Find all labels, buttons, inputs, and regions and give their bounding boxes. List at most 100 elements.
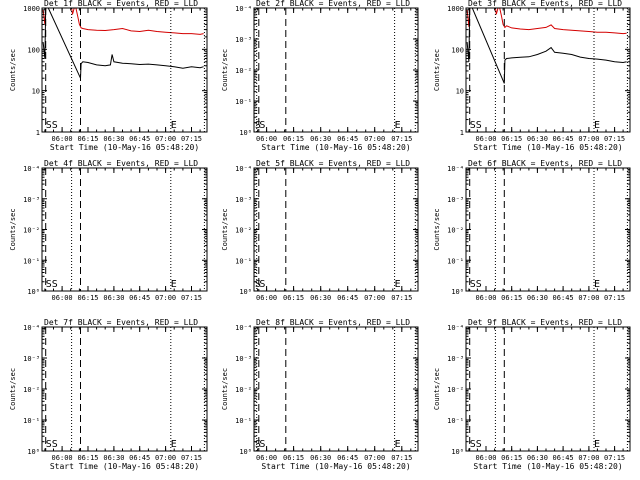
x-tick-label: 06:15 <box>77 294 98 302</box>
marker-label: SS <box>46 120 58 131</box>
x-tick-label: 06:00 <box>256 135 277 143</box>
x-axis-label: Start Time (10-May-16 05:48:20) <box>50 462 199 471</box>
chart-title: Det 5f BLACK = Events, RED = LLD <box>256 159 410 168</box>
marker-label: S <box>255 279 261 290</box>
chart-panel-9: Det 9f BLACK = Events, RED = LLD SS E 10⁰ 10… <box>433 318 631 471</box>
chart-title: Det 8f BLACK = Events, RED = LLD <box>256 318 410 327</box>
chart-panel-1: Det 1f BLACK = Events, RED = LLD SS E 1 10 10… <box>9 0 208 152</box>
x-tick-label: 06:45 <box>337 135 358 143</box>
plot-frame <box>253 326 419 452</box>
marker-label: SS <box>46 439 58 450</box>
x-tick-label: 07:00 <box>364 294 385 302</box>
plot-frame <box>253 7 419 133</box>
marker-label: SS <box>470 279 482 290</box>
x-tick-label: 06:15 <box>283 135 304 143</box>
x-tick-label: 06:00 <box>256 454 277 462</box>
marker-label: SS <box>470 120 482 131</box>
y-tick-label: 10⁻¹ <box>235 417 252 425</box>
x-tick-label: 06:45 <box>129 454 150 462</box>
y-tick-label: 10⁰ <box>27 448 40 456</box>
y-tick-label: 100 <box>451 46 464 54</box>
chart-title: Det 7f BLACK = Events, RED = LLD <box>44 318 198 327</box>
x-tick-label: 07:00 <box>578 294 599 302</box>
y-tick-label: 10⁻⁴ <box>235 165 252 173</box>
x-tick-label: 06:00 <box>475 294 496 302</box>
x-tick-label: 07:15 <box>391 454 412 462</box>
marker-label: E <box>171 439 177 450</box>
series-line-lld <box>42 8 204 35</box>
marker-label: E <box>594 439 600 450</box>
y-tick-label: 10⁻² <box>23 386 40 394</box>
x-tick-label: 06:45 <box>129 294 150 302</box>
x-axis-label: Start Time (10-May-16 05:48:20) <box>261 462 410 471</box>
y-tick-label: 10⁻³ <box>23 196 40 204</box>
marker-label: E <box>395 120 401 131</box>
x-tick-label: 07:00 <box>578 454 599 462</box>
chart-title: Det 3f BLACK = Events, RED = LLD <box>468 0 622 8</box>
chart-title: Det 1f BLACK = Events, RED = LLD <box>44 0 198 8</box>
x-axis-label: Start Time (10-May-16 05:48:20) <box>473 462 622 471</box>
y-axis-label: Counts/sec <box>9 49 17 91</box>
x-tick-label: 06:30 <box>103 454 124 462</box>
marker-label: S <box>255 439 261 450</box>
x-tick-label: 07:15 <box>604 294 625 302</box>
y-tick-label: 10⁰ <box>451 448 464 456</box>
marker-label: E <box>594 120 600 131</box>
marker-label: S <box>259 120 265 131</box>
plot-frame <box>253 167 419 292</box>
series-line-events <box>42 8 204 79</box>
x-tick-label: 06:00 <box>475 454 496 462</box>
chart-title: Det 2f BLACK = Events, RED = LLD <box>256 0 410 8</box>
x-tick-label: 07:15 <box>391 135 412 143</box>
x-tick-label: 07:00 <box>155 454 176 462</box>
x-tick-label: 07:00 <box>155 294 176 302</box>
x-tick-label: 06:45 <box>553 454 574 462</box>
x-tick-label: 06:30 <box>310 135 331 143</box>
x-tick-label: 06:30 <box>103 135 124 143</box>
y-tick-label: 10⁻³ <box>447 196 464 204</box>
y-tick-label: 10⁻³ <box>235 196 252 204</box>
chart-title: Det 6f BLACK = Events, RED = LLD <box>468 159 622 168</box>
y-axis-label: Counts/sec <box>433 368 441 410</box>
y-tick-label: 10⁻¹ <box>447 257 464 265</box>
chart-panel-5: Det 5f BLACK = Events, RED = LLD SS E 10⁰ 10… <box>221 159 419 302</box>
x-tick-label: 06:45 <box>129 135 150 143</box>
y-tick-label: 10⁻¹ <box>23 257 40 265</box>
x-tick-label: 06:15 <box>283 294 304 302</box>
x-tick-label: 06:45 <box>553 135 574 143</box>
x-tick-label: 06:15 <box>501 294 522 302</box>
x-tick-label: 06:00 <box>52 294 73 302</box>
marker-label: E <box>171 279 177 290</box>
y-tick-label: 10⁻¹ <box>235 257 252 265</box>
x-tick-label: 06:15 <box>501 454 522 462</box>
x-tick-label: 06:15 <box>501 135 522 143</box>
y-tick-label: 10⁻⁴ <box>447 165 464 173</box>
x-tick-label: 06:30 <box>310 454 331 462</box>
y-tick-label: 10⁻² <box>23 227 40 235</box>
marker-label: SS <box>470 439 482 450</box>
x-tick-label: 07:15 <box>604 135 625 143</box>
marker-label: SS <box>46 279 58 290</box>
series-line-lld <box>466 8 627 35</box>
plot-frame <box>465 7 631 133</box>
x-tick-label: 07:15 <box>391 294 412 302</box>
x-tick-label: 07:15 <box>181 454 202 462</box>
x-tick-label: 06:30 <box>527 294 548 302</box>
marker-label: S <box>259 279 265 290</box>
y-tick-label: 10 <box>456 88 464 96</box>
x-tick-label: 07:00 <box>364 454 385 462</box>
x-tick-label: 07:00 <box>578 135 599 143</box>
x-tick-label: 06:45 <box>337 294 358 302</box>
x-tick-label: 07:15 <box>181 294 202 302</box>
y-axis-label: Counts/sec <box>221 368 229 410</box>
x-axis-label: Start Time (10-May-16 05:48:20) <box>50 143 199 152</box>
marker-label: S <box>259 439 265 450</box>
x-tick-label: 07:15 <box>181 135 202 143</box>
y-tick-label: 10⁻² <box>447 227 464 235</box>
plot-frame <box>41 167 208 292</box>
y-tick-label: 10 <box>32 88 40 96</box>
chart-panel-8: Det 8f BLACK = Events, RED = LLD SS E 10⁰ 10… <box>221 318 419 471</box>
x-tick-label: 06:45 <box>553 294 574 302</box>
y-tick-label: 10⁻² <box>235 227 252 235</box>
